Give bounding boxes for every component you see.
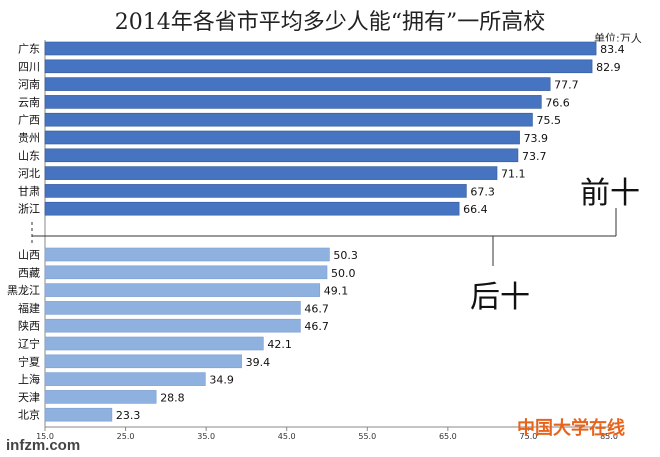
data-label: 39.4 [246,356,271,369]
x-tick-label: 75.0 [520,432,538,441]
category-label: 浙江 [18,203,40,216]
category-label: 广东 [18,43,40,56]
data-label: 73.7 [522,150,547,163]
data-label-background [320,283,355,298]
data-label-background [206,372,241,387]
bar [44,130,520,145]
category-label: 甘肃 [18,185,40,198]
data-label: 71.1 [501,168,526,181]
data-label: 82.9 [596,61,621,74]
bar [44,265,328,280]
x-tick-label: 65.0 [439,432,457,441]
data-label-background [593,59,628,74]
x-tick-label: 55.0 [358,432,376,441]
bottom-ten-label: 后十 [470,280,530,315]
bar [44,372,206,386]
bar [44,41,597,56]
category-label: 山西 [18,249,40,262]
data-label-background [498,166,533,181]
category-label: 贵州 [18,132,40,145]
category-label: 广西 [18,114,40,127]
bar [44,184,467,198]
bar [44,318,301,333]
category-label: 辽宁 [18,337,40,351]
data-label-background [467,183,502,198]
data-label-background [551,77,586,92]
bar [44,201,460,216]
publisher-logo: 中国大学在线 [517,418,625,439]
category-label: 山东 [18,149,40,162]
category-label: 云南 [18,96,40,109]
data-label: 67.3 [470,185,495,198]
bar [44,354,242,369]
data-label: 75.5 [536,114,561,127]
data-label-background [520,130,555,145]
data-label: 28.8 [160,391,185,404]
data-label-background [301,300,336,315]
source-logo: infzm.com [6,437,81,454]
bar [44,301,301,315]
data-label: 73.9 [524,132,549,145]
data-label-background [533,112,568,127]
data-label: 46.7 [304,320,329,333]
bar [44,283,321,297]
data-label-background [597,41,632,56]
data-label-background [518,148,553,163]
data-label: 77.7 [554,79,579,92]
category-label: 上海 [18,372,40,386]
data-label-background [542,94,577,109]
data-label-background [242,354,277,369]
category-label: 宁夏 [18,354,40,368]
category-label: 陕西 [18,319,40,333]
data-label-background [328,265,362,280]
data-label-background [157,389,192,404]
x-tick-label: 45.0 [278,432,296,441]
category-label: 福建 [18,301,40,315]
bar [44,247,330,262]
bar [44,407,113,422]
data-label-background [330,247,365,262]
data-label: 76.6 [545,96,570,109]
data-label: 34.9 [209,374,234,387]
data-label-background [264,336,299,351]
category-label: 河南 [18,78,40,91]
bar [44,95,542,109]
data-label: 50.3 [333,249,358,262]
data-label-background [301,318,336,333]
category-label: 四川 [18,60,40,73]
bar [44,166,498,180]
category-label: 黑龙江 [7,284,40,297]
data-label-background [460,201,495,216]
bar [44,59,593,74]
category-label: 河北 [18,167,40,180]
bar [44,77,551,91]
data-label: 83.4 [600,43,625,56]
data-label: 46.7 [304,302,329,315]
category-label: 天津 [18,391,40,404]
chart-title: 2014年各省市平均多少人能“拥有”一所高校 [114,10,546,35]
bar [44,336,264,351]
data-label: 50.0 [331,267,356,280]
data-label: 49.1 [324,285,349,298]
data-label-background [112,407,147,422]
x-tick-label: 85.0 [600,432,618,441]
data-label: 42.1 [267,338,292,351]
x-tick-label: 25.0 [117,432,135,441]
category-label: 北京 [18,408,40,422]
bar [44,390,157,404]
x-tick-label: 15.0 [36,432,54,441]
data-label: 66.4 [463,203,488,216]
x-tick-label: 35.0 [197,432,215,441]
data-label: 23.3 [116,409,141,422]
category-label: 西藏 [18,266,40,279]
top-ten-label: 前十 [580,176,640,211]
bar [44,148,519,163]
bar [44,112,533,127]
